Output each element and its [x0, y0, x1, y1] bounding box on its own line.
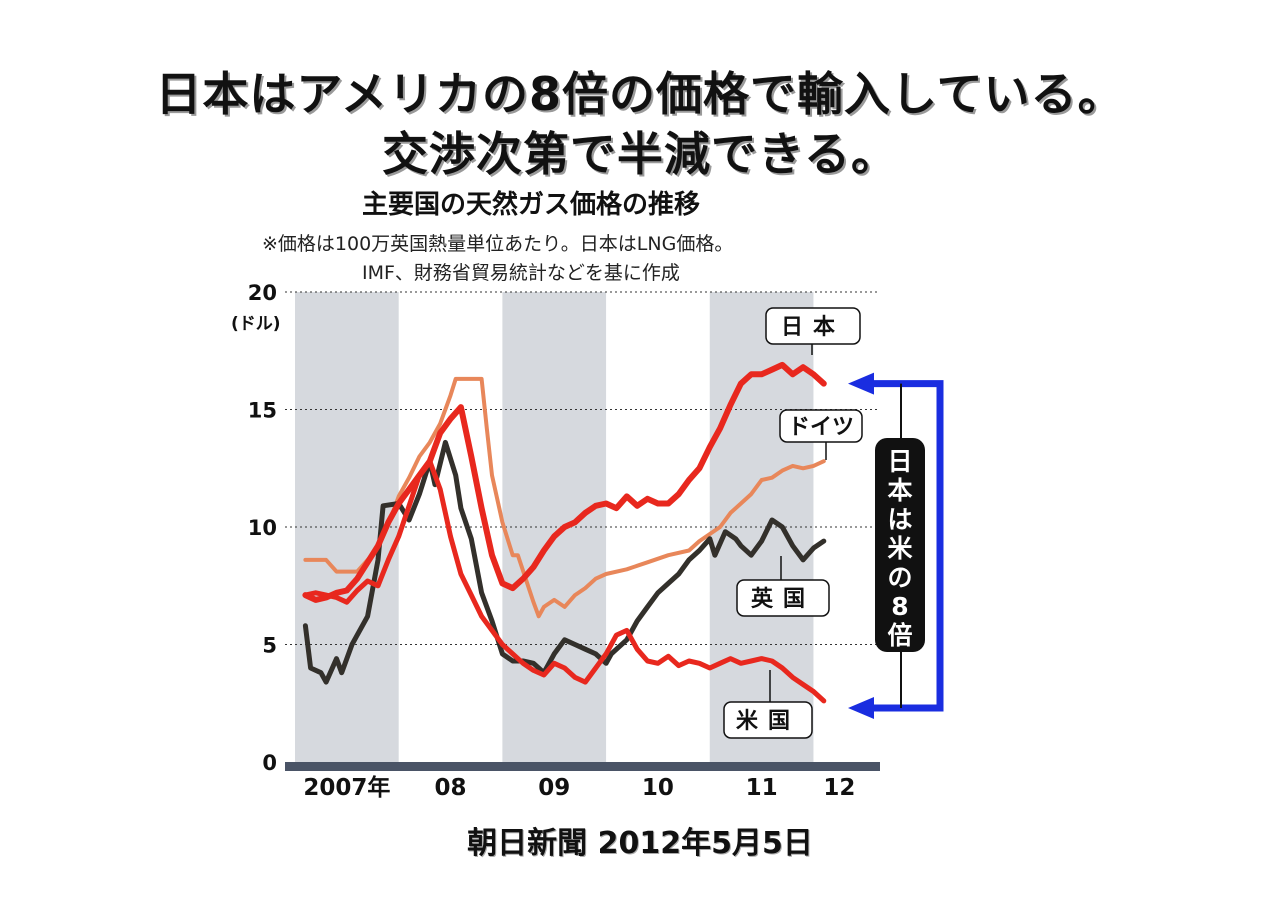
- x-tick-label: 08: [435, 775, 467, 801]
- chart-note: IMF、財務省貿易統計などを基に作成: [362, 262, 680, 284]
- chart-background: [285, 292, 880, 771]
- series-label-box: [779, 409, 863, 443]
- series-label-box: [723, 701, 813, 739]
- y-tick-label: 20: [248, 281, 277, 305]
- series-line-英国: [302, 439, 827, 685]
- x-tick-label: 12: [823, 775, 855, 801]
- ratio-callout-char: 日: [887, 447, 912, 476]
- source-caption: 朝日新聞 2012年5月5日: [467, 826, 813, 861]
- chart-axes: 0 5 10 15 20 (ドル) 2007年 08 09 10 11 12: [231, 281, 855, 801]
- x-tick-label: 09: [538, 775, 570, 801]
- x-tick-label: 2007年: [303, 774, 390, 801]
- ratio-callout-box: [875, 438, 925, 652]
- ratio-callout-char: 本: [887, 476, 912, 505]
- y-tick-label: 5: [262, 634, 277, 658]
- y-axis-unit: (ドル): [231, 314, 281, 334]
- x-tick-label: 11: [746, 775, 778, 801]
- ratio-callout-char: は: [887, 505, 912, 534]
- time-axis-band: [285, 762, 880, 771]
- y-tick-label: 0: [262, 751, 277, 775]
- series-label-英国: 英国: [751, 587, 815, 612]
- ratio-callout-char: 8: [891, 592, 908, 621]
- series-label-box: [736, 579, 830, 617]
- series-label-米国: 米国: [736, 709, 800, 734]
- series-line-ドイツ: [303, 376, 826, 619]
- headline-line-1: 日本はアメリカの8倍の価格で輸入している。: [155, 67, 1125, 121]
- ratio-callout-char: 倍: [887, 621, 912, 650]
- series-line-日本: [302, 361, 827, 603]
- chart-title: 主要国の天然ガス価格の推移: [362, 190, 701, 220]
- arrow-head-icon: [848, 696, 874, 719]
- series-label-日本: 日本: [781, 315, 845, 340]
- ratio-callout-char: の: [887, 563, 912, 592]
- arrow-head-icon: [848, 372, 874, 395]
- chart-note: ※価格は100万英国熱量単位あたり。日本はLNG価格。: [262, 233, 734, 255]
- series-label-ドイツ: ドイツ: [788, 415, 854, 440]
- headline-line-2: 交渉次第で半減できる。: [381, 127, 899, 181]
- chart-series: [302, 361, 827, 704]
- x-tick-label: 10: [642, 775, 674, 801]
- year-band: [502, 292, 607, 762]
- series-line-米国: [302, 458, 827, 704]
- y-tick-label: 10: [248, 516, 277, 540]
- ratio-callout-char: 米: [887, 534, 913, 563]
- series-label-box: [765, 307, 861, 345]
- y-tick-label: 15: [248, 399, 277, 423]
